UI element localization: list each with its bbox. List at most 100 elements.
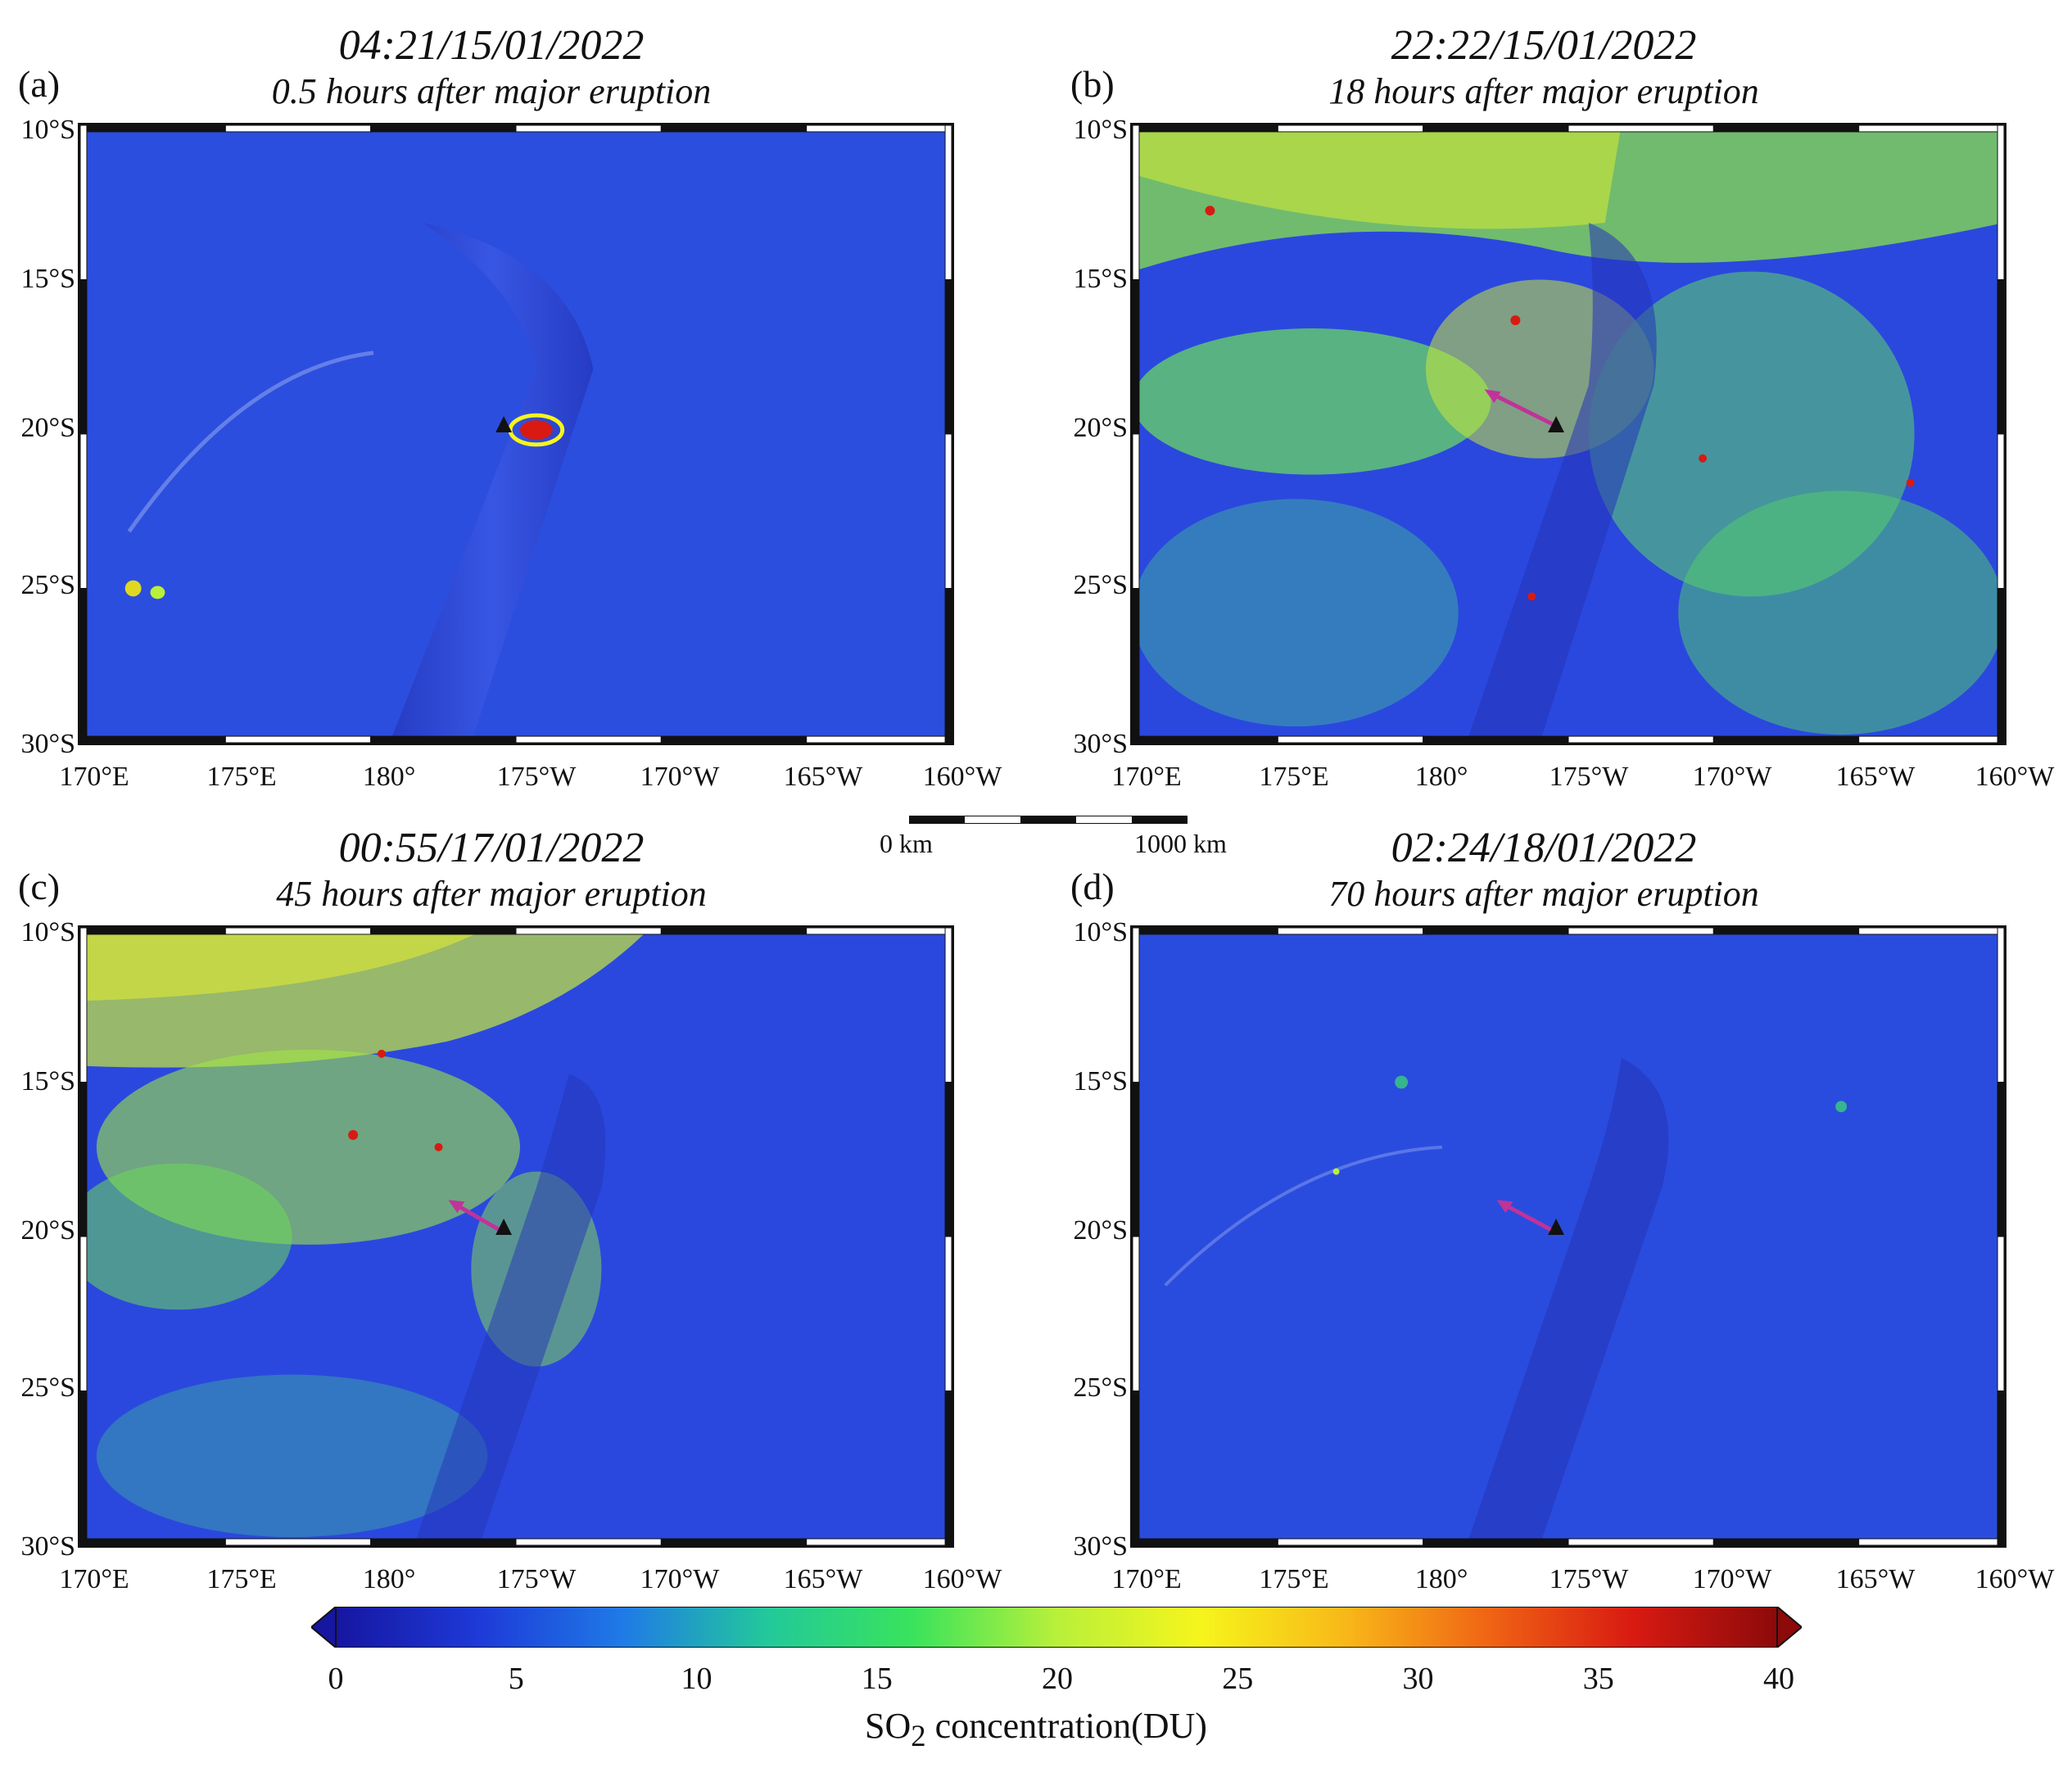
scale-bar-end: 1000 km: [1134, 829, 1227, 858]
lon-label: 180°: [1414, 1564, 1468, 1594]
lon-label: 160°W: [1975, 762, 2055, 792]
lat-label: 15°S: [20, 1066, 75, 1097]
scale-bar: 0 km 1000 km: [880, 816, 1227, 858]
lon-label: 180°: [1414, 762, 1468, 792]
lon-label: 170°W: [640, 1564, 720, 1594]
panel-subtitle: 70 hours after major eruption: [1328, 874, 1759, 914]
colorbar-gradient: [335, 1607, 1778, 1648]
scale-bar-start: 0 km: [880, 829, 933, 858]
map-frame-ticks: [80, 928, 952, 1545]
so2-map-a: [80, 125, 952, 743]
map-d: [1130, 925, 2006, 1548]
lon-label: 175°E: [1259, 762, 1329, 792]
panel-b: 22:22/15/01/2022 18 hours after major er…: [1052, 0, 2054, 791]
colorbar-tick-label: 30: [1402, 1662, 1434, 1696]
map-frame-ticks: [1133, 928, 2004, 1545]
panel-label: (d): [1070, 866, 1115, 907]
panel-label: (c): [18, 866, 61, 907]
volcano-marker: [1548, 416, 1565, 433]
map-b: [1130, 123, 2006, 745]
lon-label: 165°W: [1835, 1564, 1916, 1594]
lon-label: 175°W: [1549, 762, 1629, 792]
lon-label: 170°W: [1692, 762, 1772, 792]
lat-label: 15°S: [20, 264, 75, 294]
lat-label: 30°S: [1073, 1531, 1128, 1562]
colorbar-over-arrow: [1776, 1607, 1802, 1648]
colorbar-ticks: 0 5 10 15 20 25 30 35 40: [328, 1661, 1795, 1698]
panel-d: 02:24/18/01/2022 70 hours after major er…: [1052, 803, 2054, 1594]
lon-label: 165°W: [783, 1564, 863, 1594]
lat-label: 10°S: [20, 115, 75, 145]
map-a: [78, 123, 954, 745]
lon-label: 165°W: [1835, 762, 1916, 792]
colorbar-tick-label: 40: [1763, 1662, 1794, 1696]
so2-map-b: [1133, 125, 2004, 743]
volcano-marker: [495, 416, 513, 433]
drift-arrow: [1502, 1202, 1558, 1235]
lat-label: 25°S: [20, 570, 75, 600]
lat-label: 10°S: [1073, 115, 1128, 145]
colorbar-title: SO2 concentration(DU): [0, 1705, 2072, 1753]
lat-label: 20°S: [1073, 413, 1128, 443]
lon-label: 175°E: [206, 762, 277, 792]
lon-label: 170°E: [1111, 1564, 1182, 1594]
colorbar-tick-label: 10: [681, 1662, 713, 1696]
panel-a: 04:21/15/01/2022 0.5 hours after major e…: [0, 0, 1002, 791]
lon-label: 165°W: [783, 762, 863, 792]
lon-label: 160°W: [922, 1564, 1002, 1594]
colorbar-under-arrow: [311, 1607, 337, 1648]
lat-label: 10°S: [1073, 917, 1128, 947]
drift-arrow: [454, 1202, 505, 1235]
lat-label: 15°S: [1073, 264, 1128, 294]
volcano-marker: [495, 1219, 513, 1236]
lon-label: 170°E: [59, 1564, 129, 1594]
panel-time: 04:21/15/01/2022: [338, 22, 645, 69]
colorbar: [311, 1607, 1802, 1648]
lon-label: 175°W: [1549, 1564, 1629, 1594]
lon-label: 180°: [362, 1564, 416, 1594]
colorbar-tick-label: 25: [1222, 1662, 1254, 1696]
lon-label: 170°W: [1692, 1564, 1772, 1594]
panel-time: 02:24/18/01/2022: [1391, 825, 1697, 871]
panel-subtitle: 18 hours after major eruption: [1328, 71, 1759, 111]
lat-label: 20°S: [20, 1215, 75, 1246]
panel-label: (a): [18, 63, 61, 105]
lat-label: 25°S: [1073, 1372, 1128, 1403]
colorbar-tick-label: 35: [1582, 1662, 1614, 1696]
lon-label: 170°E: [1111, 762, 1182, 792]
panel-time: 22:22/15/01/2022: [1391, 22, 1697, 69]
lon-label: 170°W: [640, 762, 720, 792]
lat-label: 30°S: [20, 729, 75, 759]
lat-label: 25°S: [20, 1372, 75, 1403]
lat-label: 15°S: [1073, 1066, 1128, 1097]
panel-c: 00:55/17/01/2022 45 hours after major er…: [0, 803, 1002, 1594]
lon-label: 175°E: [1259, 1564, 1329, 1594]
panel-label: (b): [1070, 63, 1115, 105]
lat-label: 25°S: [1073, 570, 1128, 600]
lat-label: 10°S: [20, 917, 75, 947]
map-frame-ticks: [1133, 125, 2004, 743]
colorbar-tick-label: 0: [328, 1662, 344, 1696]
lon-label: 160°W: [1975, 1564, 2055, 1594]
drift-arrow: [1490, 391, 1558, 428]
lon-label: 175°E: [206, 1564, 277, 1594]
scale-bar-graphic: [909, 816, 1188, 824]
lat-label: 20°S: [1073, 1215, 1128, 1246]
so2-map-d: [1133, 928, 2004, 1545]
panel-subtitle: 45 hours after major eruption: [276, 874, 707, 914]
lat-label: 30°S: [20, 1531, 75, 1562]
colorbar-tick-label: 20: [1042, 1662, 1073, 1696]
so2-plume: [519, 420, 553, 440]
lon-label: 170°E: [59, 762, 129, 792]
lon-label: 175°W: [496, 1564, 577, 1594]
colorbar-title-suffix: concentration(DU): [925, 1706, 1207, 1746]
volcano-marker: [1548, 1219, 1565, 1236]
panel-time: 00:55/17/01/2022: [338, 825, 645, 871]
so2-map-c: [80, 928, 952, 1545]
colorbar-title-prefix: SO: [865, 1706, 912, 1746]
lon-label: 175°W: [496, 762, 577, 792]
map-c: [78, 925, 954, 1548]
map-frame-ticks: [80, 125, 952, 743]
colorbar-title-subscript: 2: [911, 1718, 926, 1752]
colorbar-tick-label: 15: [861, 1662, 893, 1696]
